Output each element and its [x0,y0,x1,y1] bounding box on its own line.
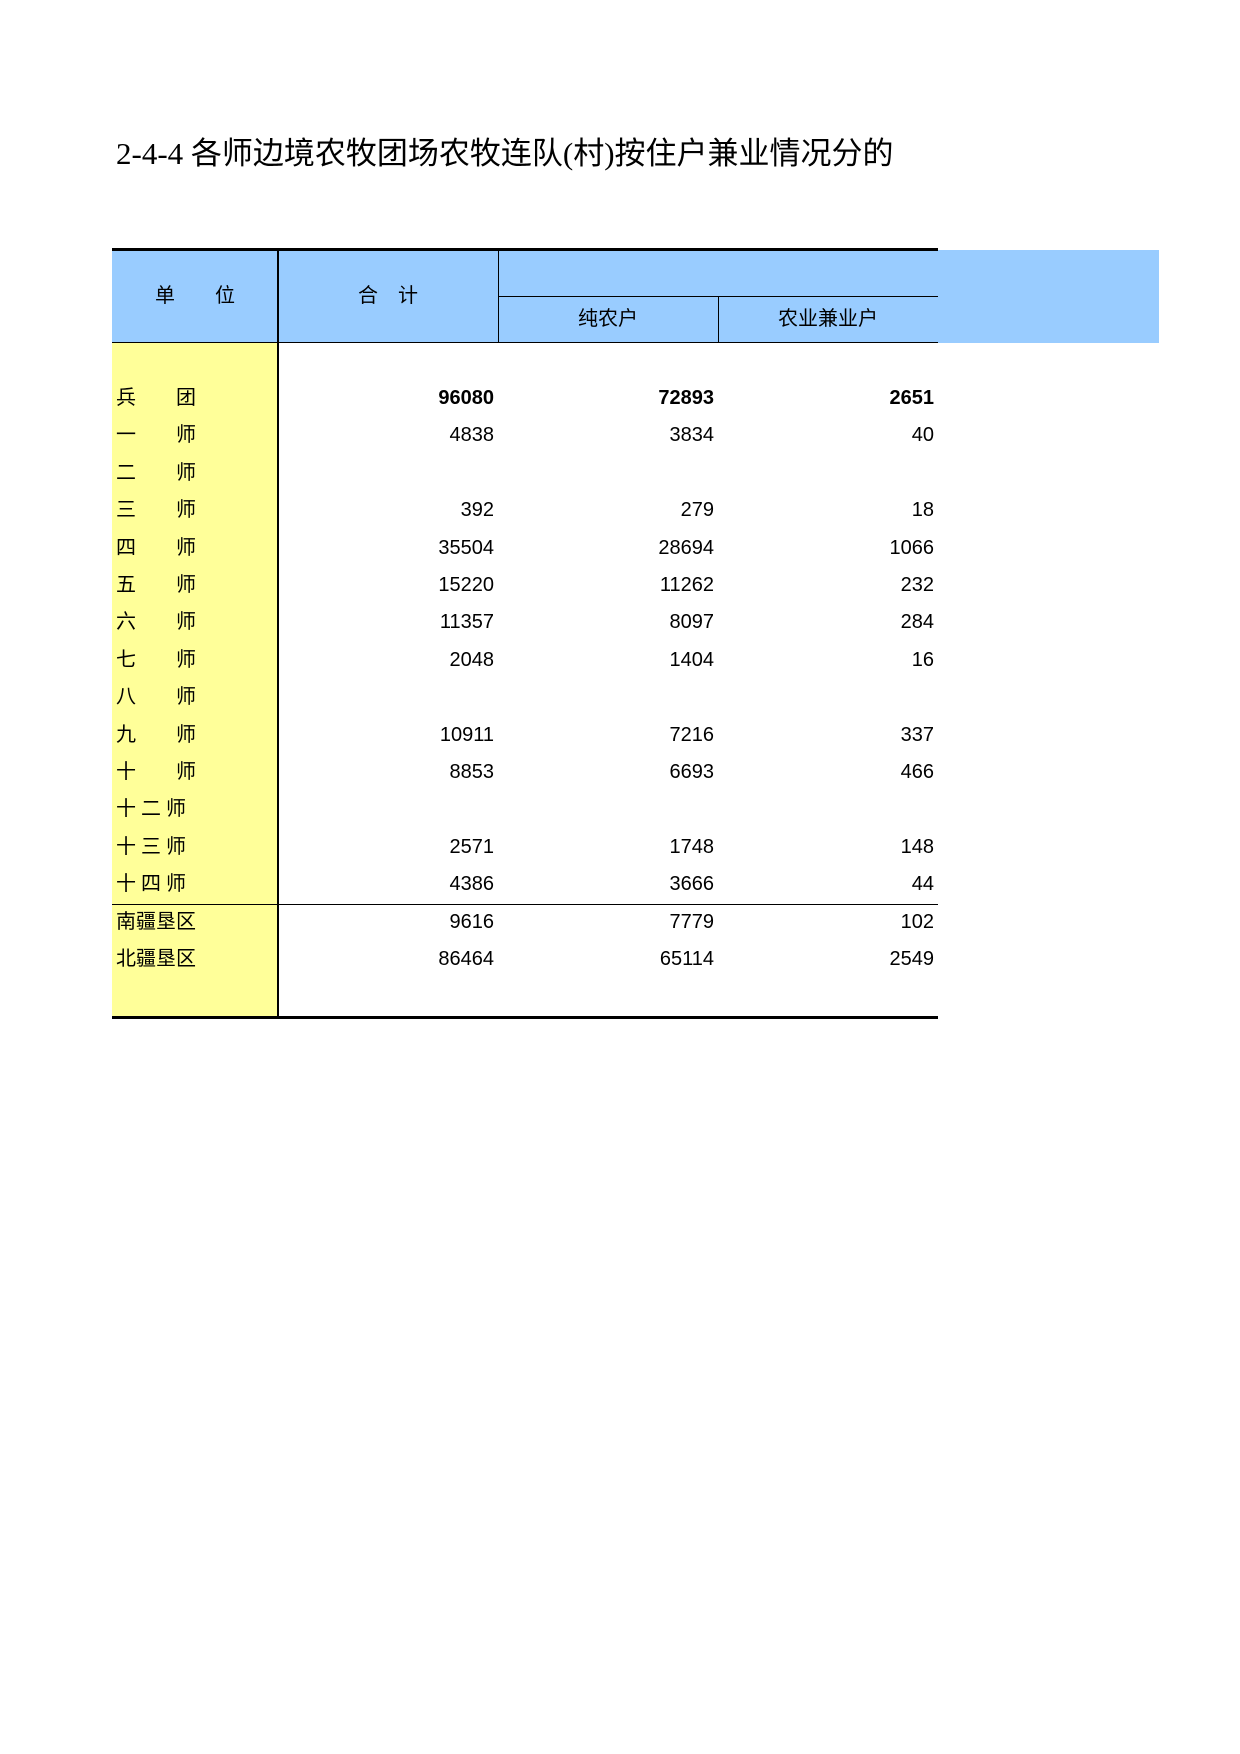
cell-value: 18 [911,499,934,522]
cell-value: 102 [900,910,934,933]
cell-value: 28694 [658,536,714,559]
cell-value: 3834 [669,424,715,447]
cell-value: 279 [680,499,714,522]
cell-value: 72893 [658,387,714,409]
row-label: 二 师 [116,461,196,484]
cell-value: 232 [900,574,934,596]
row-label: 兵 团 [116,387,196,409]
cell-value: 2048 [449,648,495,671]
cell-value: 148 [900,835,934,858]
cell-value: 2571 [449,835,495,858]
cell-value: 65114 [659,948,714,970]
cell-value: 4838 [449,424,495,447]
row-label: 七 师 [116,648,196,671]
cell-value: 1404 [669,648,715,671]
title: 2-4-4 各师边境农牧团场农牧连队(村)按住户兼业情况分的 [116,136,894,171]
column-border [277,250,279,1018]
cell-value: 466 [900,761,934,783]
region-separator [112,904,938,905]
row-label: 北疆垦区 [116,948,196,970]
cell-value: 11357 [439,611,494,634]
row-label: 六 师 [116,611,196,634]
header-cell: 合 计 [358,285,418,307]
cell-value: 6693 [669,761,715,783]
row-label: 八 师 [116,686,196,709]
cell-value: 1066 [889,536,935,559]
header-border [112,342,938,343]
cell-value: 40 [911,424,934,447]
cell-value: 284 [900,611,934,634]
cell-value: 8097 [669,611,715,634]
label-column-bg [112,343,278,1018]
cell-value: 11262 [659,574,714,596]
cell-value: 392 [460,499,494,522]
header-cell: 农业兼业户 [778,308,878,330]
cell-value: 337 [900,723,934,746]
row-label: 十 四 师 [116,873,186,896]
header-cell: 纯农户 [578,308,638,330]
subheader-border [498,296,938,297]
row-label: 十 二 师 [116,798,186,821]
cell-value: 10911 [439,723,494,746]
cell-value: 7216 [669,723,715,746]
cell-value: 9616 [449,910,495,933]
cell-value: 86464 [438,948,494,970]
cell-value: 8853 [449,761,495,783]
cell-value: 2549 [889,948,935,970]
row-label: 九 师 [116,723,196,746]
row-label: 南疆垦区 [116,910,196,933]
cell-value: 3666 [669,873,715,896]
row-label: 十 师 [116,761,196,783]
top-border [112,248,938,251]
cell-value: 1748 [669,835,715,858]
cell-value: 7779 [669,910,715,933]
row-label: 一 师 [116,424,196,447]
cell-value: 96080 [438,387,494,409]
cell-value: 2651 [889,387,935,409]
column-border [498,250,499,343]
cell-value: 44 [911,873,934,896]
cell-value: 15220 [438,574,494,596]
header-cell: 单 位 [155,285,235,307]
row-label: 三 师 [116,499,196,522]
cell-value: 16 [911,648,934,671]
row-label: 五 师 [116,574,196,596]
row-label: 四 师 [116,536,196,559]
bottom-border [112,1016,938,1019]
row-label: 十 三 师 [116,835,186,858]
column-border [718,297,719,343]
cell-value: 4386 [449,873,495,896]
cell-value: 35504 [438,536,494,559]
